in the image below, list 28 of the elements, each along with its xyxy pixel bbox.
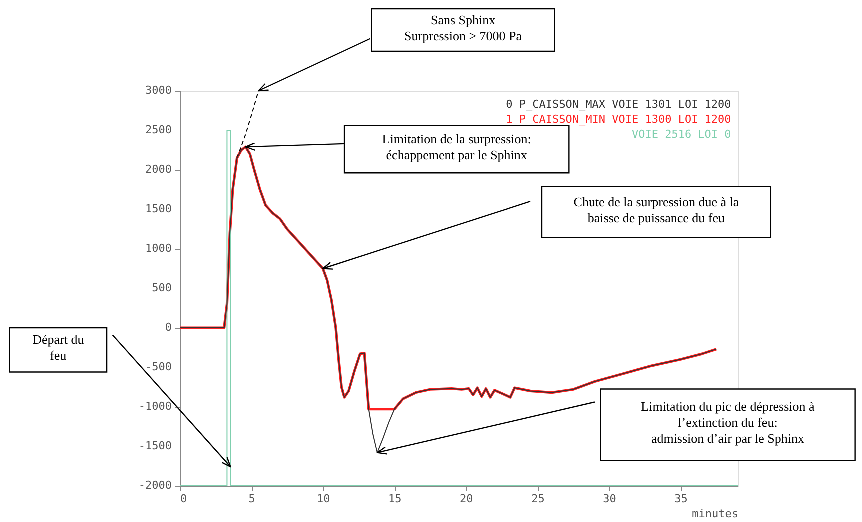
x-axis-title: minutes — [692, 508, 738, 520]
y-tick-label: 0 — [165, 321, 172, 334]
y-tick-label: -2000 — [138, 479, 172, 492]
x-tick-label: 15 — [388, 492, 402, 506]
annotation: Limitation du pic de dépression à l’extinction du feu: admission d’air par le Sphinx — [641, 398, 816, 446]
text: Départ du feu — [32, 332, 85, 364]
x-tick-label: 0 — [180, 492, 188, 506]
y-tick-label: 3000 — [146, 84, 172, 97]
x-tick-label: 5 — [248, 492, 256, 506]
y-tick-label: -1500 — [138, 440, 172, 452]
x-tick-label: 10 — [316, 492, 330, 506]
text: Sans Sphinx Surpression > 7000 Pa — [404, 12, 522, 44]
annotation: Limitation de la surpression: échappement par le Sphinx — [382, 131, 532, 162]
y-tick-label: 2500 — [146, 124, 172, 136]
x-tick-label: 25 — [532, 492, 545, 506]
y-tick-label: 2000 — [146, 163, 172, 176]
y-tick-label: 1000 — [146, 242, 172, 255]
x-tick-label: 35 — [674, 492, 688, 506]
y-tick-label: 1500 — [146, 202, 172, 216]
text: VOIE 2516 LOI 0 — [632, 128, 732, 141]
text: 0 P_CAISSON_MAX VOIE 1301 LOI 1200 — [506, 98, 732, 111]
x-tick-label: 20 — [460, 492, 474, 506]
text: 1 P_CAISSON_MIN VOIE 1300 LOI 1200 — [506, 112, 732, 126]
y-tick-label: -1000 — [138, 400, 172, 413]
y-tick-label: 500 — [152, 282, 172, 294]
x-tick-label: 30 — [603, 492, 616, 506]
annotation: Chute de la surpression due à la baisse de puissance du feu — [574, 194, 740, 226]
y-tick-label: -500 — [146, 360, 172, 374]
